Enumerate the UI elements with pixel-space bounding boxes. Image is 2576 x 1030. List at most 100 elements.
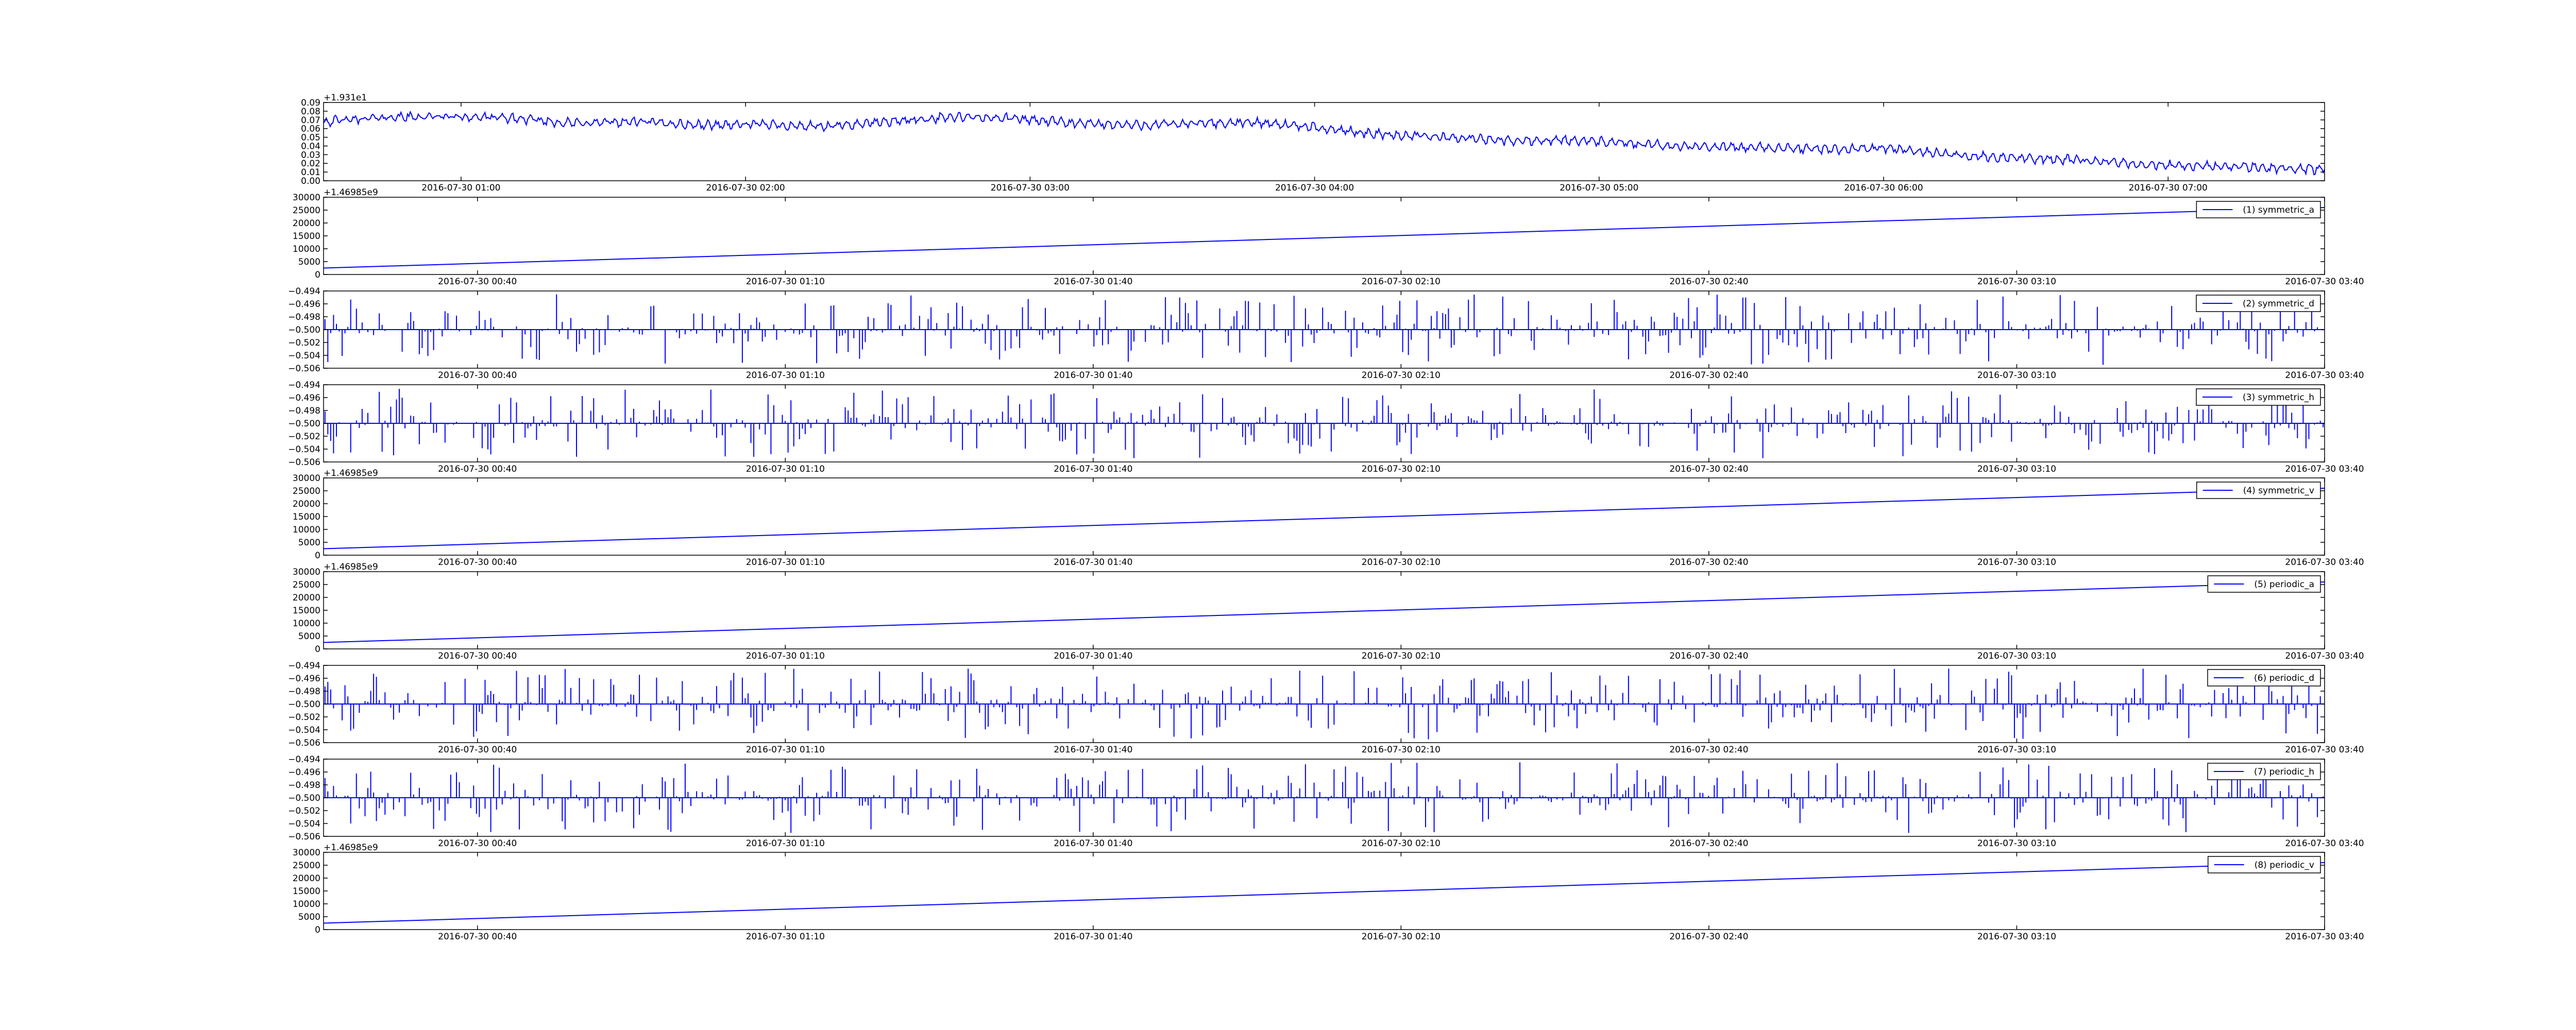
- y-tick-label: −0.494: [288, 380, 320, 390]
- x-tick-label: 2016-07-30 01:10: [746, 838, 825, 849]
- y-tick-label: −0.498: [288, 312, 320, 322]
- plot-area: [324, 762, 2325, 833]
- x-tick-label: 2016-07-30 02:10: [1362, 277, 1440, 287]
- x-tick-label: 2016-07-30 02:40: [1669, 277, 1748, 287]
- x-tick-label: 2016-07-30 01:40: [1054, 745, 1132, 755]
- axes-frame: [323, 571, 2325, 649]
- y-tick-label: 0: [315, 270, 320, 280]
- y-tick-label: 15000: [293, 512, 320, 522]
- y-tick-label: −0.494: [288, 286, 320, 297]
- x-tick-label: 2016-07-30 02:10: [1362, 745, 1440, 755]
- plot-area: [324, 110, 2325, 176]
- y-tick-label: 0: [315, 925, 320, 935]
- x-tick-label: 2016-07-30 01:40: [1054, 838, 1132, 849]
- legend-label: (8) periodic_v: [2255, 860, 2314, 870]
- chart-panel-8: −0.494 −0.496 −0.498 −0.500 −0.502 −0.504 −0.5…: [288, 754, 2364, 849]
- x-tick-label: 2016-07-30 06:00: [1844, 183, 1923, 193]
- series-line: [324, 488, 2325, 550]
- legend-label: (4) symmetric_v: [2243, 486, 2314, 496]
- y-tick-label: −0.500: [288, 419, 320, 429]
- y-tick-label: −0.502: [288, 806, 320, 816]
- y-tick-label: 0.06: [301, 124, 320, 134]
- y-tick-label: 0.05: [301, 133, 320, 143]
- x-tick-label: 2016-07-30 03:10: [1977, 370, 2056, 381]
- y-tick-label: −0.500: [288, 325, 320, 335]
- y-tick-label: 0: [315, 551, 320, 561]
- y-tick-label: 0.00: [301, 176, 320, 186]
- plot-area: [324, 488, 2325, 550]
- legend: (5) periodic_a: [2207, 575, 2321, 593]
- x-tick-label: 2016-07-30 02:40: [1669, 932, 1748, 942]
- y-tick-label: 5000: [298, 538, 320, 548]
- plot-area: [324, 862, 2325, 924]
- legend: (4) symmetric_v: [2196, 482, 2321, 499]
- x-tick-label: 2016-07-30 03:10: [1977, 651, 2056, 661]
- x-tick-label: 2016-07-30 01:40: [1054, 651, 1132, 661]
- x-tick-label: 2016-07-30 03:40: [2285, 370, 2364, 381]
- axes-frame: [323, 852, 2325, 930]
- y-tick-label: −0.506: [288, 364, 320, 374]
- chart-panel-1: 0.000.010.020.030.040.050.060.070.080.09…: [301, 93, 2325, 193]
- y-tick-label: −0.506: [288, 832, 320, 842]
- plot-area: [324, 668, 2325, 740]
- y-tick-label: −0.496: [288, 299, 320, 310]
- y-tick-label: 20000: [293, 499, 320, 509]
- y-tick-label: 0.09: [301, 98, 320, 108]
- y-tick-label: −0.502: [288, 712, 320, 723]
- x-tick-label: 2016-07-30 03:40: [2285, 932, 2364, 942]
- x-tick-label: 2016-07-30 02:10: [1362, 651, 1440, 661]
- axes-frame: [323, 102, 2325, 181]
- x-tick-label: 2016-07-30 01:40: [1054, 370, 1132, 381]
- legend: (6) periodic_d: [2207, 669, 2321, 686]
- y-tick-label: −0.504: [288, 725, 320, 735]
- y-tick-label: 25000: [293, 486, 320, 496]
- y-tick-label: −0.498: [288, 780, 320, 791]
- x-tick-label: 2016-07-30 03:10: [1977, 932, 2056, 942]
- x-tick-label: 2016-07-30 00:40: [438, 838, 517, 849]
- y-tick-label: −0.502: [288, 338, 320, 348]
- x-tick-label: 2016-07-30 02:40: [1669, 838, 1748, 849]
- legend-label: (1) symmetric_a: [2243, 205, 2314, 215]
- x-tick-label: 2016-07-30 02:10: [1362, 464, 1440, 474]
- x-tick-label: 2016-07-30 02:40: [1669, 651, 1748, 661]
- x-tick-label: 2016-07-30 03:10: [1977, 745, 2056, 755]
- plot-area: [324, 389, 2325, 458]
- y-tick-label: −0.500: [288, 793, 320, 803]
- series-line: [324, 581, 2325, 643]
- x-tick-label: 2016-07-30 03:10: [1977, 557, 2056, 568]
- y-tick-label: 0.07: [301, 115, 320, 126]
- y-tick-label: 20000: [293, 218, 320, 229]
- x-tick-label: 2016-07-30 01:10: [746, 745, 825, 755]
- series-line: [324, 110, 2325, 176]
- legend: (2) symmetric_d: [2196, 295, 2321, 312]
- y-tick-label: 15000: [293, 231, 320, 242]
- x-tick-label: 2016-07-30 03:40: [2285, 464, 2364, 474]
- offset-text: +1.931e1: [324, 93, 367, 103]
- y-tick-label: 10000: [293, 899, 320, 909]
- plot-area: [324, 294, 2325, 365]
- x-tick-label: 2016-07-30 01:10: [746, 932, 825, 942]
- x-tick-label: 2016-07-30 02:10: [1362, 932, 1440, 942]
- y-tick-label: 0.03: [301, 150, 320, 160]
- legend: (3) symmetric_h: [2196, 388, 2321, 406]
- x-tick-label: 2016-07-30 04:00: [1275, 183, 1354, 193]
- x-tick-label: 2016-07-30 03:40: [2285, 745, 2364, 755]
- y-tick-label: −0.504: [288, 444, 320, 455]
- y-tick-label: −0.498: [288, 406, 320, 416]
- x-tick-label: 2016-07-30 07:00: [2129, 183, 2208, 193]
- x-tick-label: 2016-07-30 05:00: [1560, 183, 1638, 193]
- offset-text: +1.46985e9: [324, 843, 378, 853]
- legend-label: (2) symmetric_d: [2243, 299, 2314, 309]
- chart-panel-6: 0 5000 10000 15000 20000 25000 30000 2016-07-30…: [293, 562, 2364, 661]
- chart-panel-7: −0.494 −0.496 −0.498 −0.500 −0.502 −0.504 −0.5…: [288, 661, 2364, 755]
- y-tick-label: 30000: [293, 848, 320, 858]
- y-tick-label: 10000: [293, 619, 320, 629]
- offset-text: +1.46985e9: [324, 562, 378, 572]
- x-tick-label: 2016-07-30 00:40: [438, 557, 517, 568]
- y-tick-label: −0.496: [288, 674, 320, 684]
- x-tick-label: 2016-07-30 01:40: [1054, 277, 1132, 287]
- chart-panel-5: 0 5000 10000 15000 20000 25000 30000 2016-07-30…: [293, 468, 2364, 568]
- plot-area: [324, 207, 2325, 269]
- y-tick-label: −0.504: [288, 819, 320, 829]
